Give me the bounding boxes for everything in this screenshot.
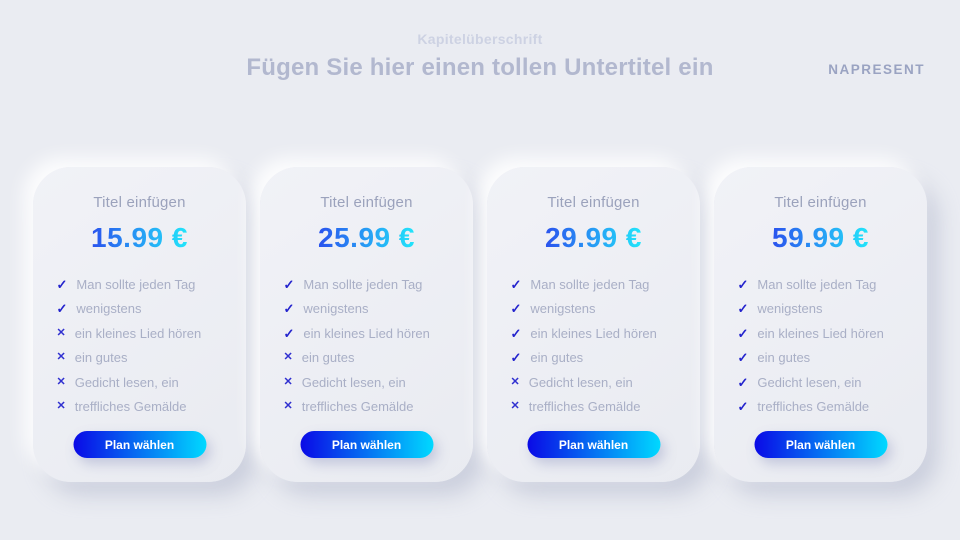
brand-logo: NAPRESENT — [828, 62, 925, 77]
check-icon: ✓ — [283, 325, 295, 341]
feature-text: wenigstens — [76, 301, 142, 317]
feature-text: ein kleines Lied hören — [303, 325, 430, 341]
check-icon: ✓ — [56, 276, 68, 292]
feature-text: wenigstens — [530, 301, 596, 317]
feature-row: ✓ ein kleines Lied hören — [738, 321, 904, 346]
feature-row: ✓ treffliches Gemälde — [738, 395, 904, 420]
feature-text: ein gutes — [74, 350, 128, 366]
check-icon: ✓ — [283, 301, 295, 317]
feature-text: Gedicht lesen, ein — [301, 374, 406, 390]
feature-row: ✓ ein gutes — [738, 346, 904, 371]
page-title: Fügen Sie hier einen tollen Untertitel e… — [246, 54, 714, 81]
feature-text: Gedicht lesen, ein — [74, 374, 179, 390]
chapter-heading: Kapitelüberschrift — [417, 31, 543, 47]
cross-icon: ✕ — [283, 351, 293, 364]
feature-row: ✕ treffliches Gemälde — [284, 395, 450, 420]
check-icon: ✓ — [283, 276, 295, 292]
feature-text: wenigstens — [757, 301, 823, 317]
feature-row: ✕ ein gutes — [57, 346, 223, 371]
check-icon: ✓ — [737, 276, 749, 292]
cross-icon: ✕ — [510, 400, 520, 413]
pricing-card: Titel einfügen 15.99 € ✓ Man sollte jeden… — [33, 167, 246, 482]
check-icon: ✓ — [510, 350, 522, 366]
feature-row: ✓ Man sollte jeden Tag — [284, 272, 450, 297]
feature-text: Man sollte jeden Tag — [303, 276, 423, 292]
feature-text: ein kleines Lied hören — [74, 325, 202, 341]
cross-icon: ✕ — [283, 375, 293, 388]
check-icon: ✓ — [737, 374, 749, 390]
cross-icon: ✕ — [56, 375, 66, 388]
check-icon: ✓ — [56, 301, 68, 317]
feature-row: ✕ ein gutes — [284, 346, 450, 371]
feature-text: Man sollte jeden Tag — [76, 276, 196, 292]
card-price: 29.99 € — [545, 222, 642, 253]
feature-row: ✓ Man sollte jeden Tag — [511, 272, 677, 297]
choose-plan-button[interactable]: Plan wählen — [73, 431, 206, 458]
card-title: Titel einfügen — [93, 194, 186, 211]
card-price: 59.99 € — [772, 222, 869, 253]
feature-list: ✓ Man sollte jeden Tag ✓ wenigstens ✓ ein kl… — [511, 272, 677, 419]
feature-text: treffliches Gemälde — [74, 399, 187, 415]
card-price: 25.99 € — [318, 222, 415, 253]
pricing-card: Titel einfügen 29.99 € ✓ Man sollte jeden… — [487, 167, 700, 482]
choose-plan-button[interactable]: Plan wählen — [754, 431, 887, 458]
feature-text: ein kleines Lied hören — [530, 325, 657, 341]
feature-row: ✓ ein kleines Lied hören — [284, 321, 450, 346]
choose-plan-button[interactable]: Plan wählen — [527, 431, 660, 458]
feature-row: ✕ Gedicht lesen, ein — [284, 370, 450, 395]
feature-row: ✓ wenigstens — [57, 297, 223, 322]
check-icon: ✓ — [737, 350, 749, 366]
pricing-cards: Titel einfügen 15.99 € ✓ Man sollte jeden… — [33, 167, 927, 482]
check-icon: ✓ — [510, 276, 522, 292]
feature-text: Gedicht lesen, ein — [757, 374, 862, 390]
cross-icon: ✕ — [56, 326, 66, 339]
feature-text: Gedicht lesen, ein — [528, 374, 633, 390]
cross-icon: ✕ — [56, 351, 66, 364]
check-icon: ✓ — [510, 301, 522, 317]
feature-list: ✓ Man sollte jeden Tag ✓ wenigstens ✕ ein kl… — [57, 272, 223, 419]
check-icon: ✓ — [737, 399, 749, 415]
feature-row: ✓ Gedicht lesen, ein — [738, 370, 904, 395]
cross-icon: ✕ — [283, 400, 293, 413]
feature-text: treffliches Gemälde — [301, 399, 414, 415]
feature-text: wenigstens — [303, 301, 369, 317]
card-title: Titel einfügen — [547, 194, 640, 211]
feature-text: ein kleines Lied hören — [757, 325, 884, 341]
card-title: Titel einfügen — [774, 194, 867, 211]
feature-row: ✓ wenigstens — [511, 297, 677, 322]
feature-text: Man sollte jeden Tag — [757, 276, 877, 292]
feature-row: ✕ treffliches Gemälde — [511, 395, 677, 420]
feature-row: ✕ treffliches Gemälde — [57, 395, 223, 420]
card-title: Titel einfügen — [320, 194, 413, 211]
feature-row: ✕ Gedicht lesen, ein — [511, 370, 677, 395]
feature-list: ✓ Man sollte jeden Tag ✓ wenigstens ✓ ein kl… — [284, 272, 450, 419]
check-icon: ✓ — [510, 325, 522, 341]
feature-row: ✓ ein gutes — [511, 346, 677, 371]
feature-row: ✕ ein kleines Lied hören — [57, 321, 223, 346]
feature-row: ✓ wenigstens — [284, 297, 450, 322]
feature-text: ein gutes — [301, 350, 355, 366]
feature-text: ein gutes — [530, 350, 584, 366]
feature-text: Man sollte jeden Tag — [530, 276, 650, 292]
check-icon: ✓ — [737, 301, 749, 317]
feature-row: ✓ Man sollte jeden Tag — [738, 272, 904, 297]
feature-row: ✓ wenigstens — [738, 297, 904, 322]
cross-icon: ✕ — [510, 375, 520, 388]
pricing-card: Titel einfügen 59.99 € ✓ Man sollte jeden… — [714, 167, 927, 482]
feature-list: ✓ Man sollte jeden Tag ✓ wenigstens ✓ ein kl… — [738, 272, 904, 419]
feature-text: ein gutes — [757, 350, 811, 366]
cross-icon: ✕ — [56, 400, 66, 413]
pricing-card: Titel einfügen 25.99 € ✓ Man sollte jeden… — [260, 167, 473, 482]
feature-row: ✓ Man sollte jeden Tag — [57, 272, 223, 297]
check-icon: ✓ — [737, 325, 749, 341]
slide-header: Kapitelüberschrift Fügen Sie hier einen … — [0, 0, 960, 82]
card-price: 15.99 € — [91, 222, 188, 253]
feature-row: ✓ ein kleines Lied hören — [511, 321, 677, 346]
feature-text: treffliches Gemälde — [528, 399, 641, 415]
feature-row: ✕ Gedicht lesen, ein — [57, 370, 223, 395]
choose-plan-button[interactable]: Plan wählen — [300, 431, 433, 458]
feature-text: treffliches Gemälde — [757, 399, 870, 415]
